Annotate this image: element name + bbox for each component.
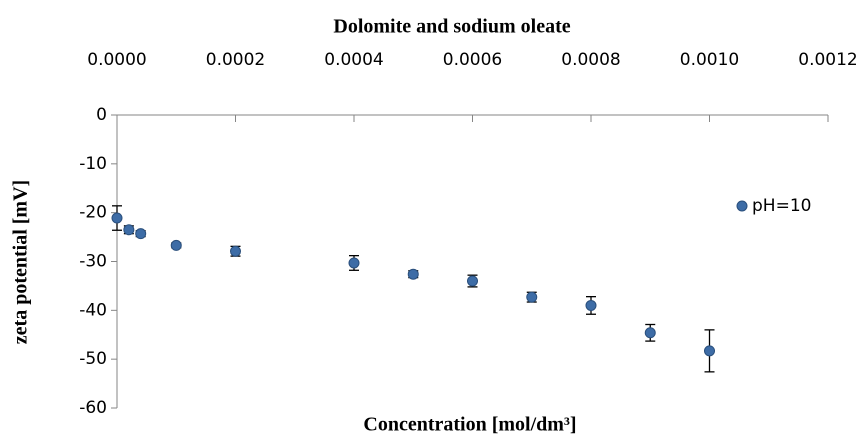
y-tick-label: -10 [79,154,107,174]
point [135,228,147,240]
y-axis-label: zeta potential [mV] [10,180,32,344]
point [123,224,135,236]
x-tick-label: 0.0004 [324,50,383,70]
point [585,299,597,311]
y-tick-label: -40 [79,300,107,320]
x-tick-label: 0.0012 [798,50,857,70]
x-tick-label: 0.0008 [561,50,620,70]
chart-title: Dolomite and sodium oleate [333,16,570,38]
x-tick-label: 0.0000 [87,50,146,70]
x-tick-label: 0.0002 [206,50,265,70]
y-tick-label: -20 [79,203,107,223]
point [111,212,123,224]
y-tick-label: -30 [79,252,107,272]
legend-label: pH=10 [752,196,811,216]
point [467,275,478,287]
x-tick-label: 0.0010 [680,50,739,70]
point [644,327,656,339]
point [348,257,360,269]
point [230,245,241,257]
point [407,268,419,280]
x-tick-label: 0.0006 [443,50,502,70]
x-axis-label: Concentration [mol/dm³] [363,414,576,436]
legend-marker [736,200,748,212]
point [526,291,538,303]
y-tick-label: -60 [79,398,107,418]
point [170,239,182,251]
point [704,345,715,357]
y-tick-label: -50 [79,349,107,369]
y-tick-label: 0 [96,105,107,125]
